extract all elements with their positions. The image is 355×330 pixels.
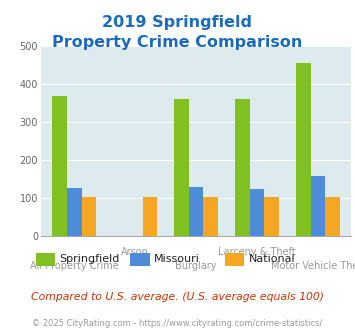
Text: Springfield: Springfield xyxy=(60,254,120,264)
Text: Compared to U.S. average. (U.S. average equals 100): Compared to U.S. average. (U.S. average … xyxy=(31,292,324,302)
Text: Larceny & Theft: Larceny & Theft xyxy=(218,248,296,257)
Bar xyxy=(235,99,250,236)
Text: National: National xyxy=(249,254,296,264)
Bar xyxy=(174,99,189,236)
Text: © 2025 CityRating.com - https://www.cityrating.com/crime-statistics/: © 2025 CityRating.com - https://www.city… xyxy=(32,319,323,328)
Text: Property Crime Comparison: Property Crime Comparison xyxy=(52,35,303,50)
Text: Motor Vehicle Theft: Motor Vehicle Theft xyxy=(271,261,355,271)
Bar xyxy=(203,197,218,236)
Text: 2019 Springfield: 2019 Springfield xyxy=(103,15,252,30)
Bar xyxy=(296,62,311,236)
Text: Missouri: Missouri xyxy=(154,254,200,264)
Bar xyxy=(311,176,325,236)
Text: Arson: Arson xyxy=(121,248,149,257)
Bar xyxy=(67,188,82,236)
Bar xyxy=(325,197,340,236)
Bar xyxy=(53,96,67,236)
Text: Burglary: Burglary xyxy=(175,261,217,271)
Text: All Property Crime: All Property Crime xyxy=(30,261,119,271)
Bar xyxy=(264,197,279,236)
Bar xyxy=(250,189,264,236)
Bar xyxy=(189,187,203,236)
Bar xyxy=(143,197,157,236)
Bar xyxy=(82,197,96,236)
